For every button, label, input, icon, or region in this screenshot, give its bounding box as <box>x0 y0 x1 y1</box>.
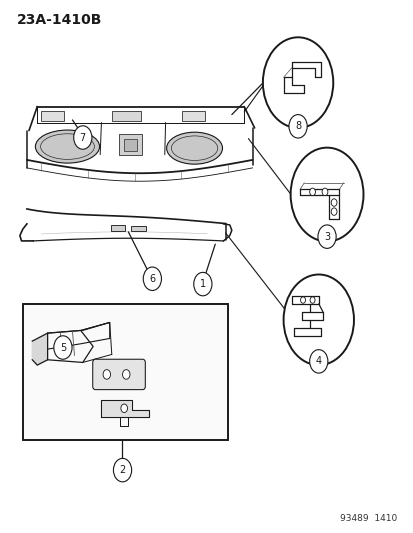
Bar <box>23 304 227 440</box>
Text: 4: 4 <box>315 357 321 366</box>
Circle shape <box>74 126 92 149</box>
Circle shape <box>54 336 72 359</box>
Circle shape <box>143 267 161 290</box>
FancyBboxPatch shape <box>93 359 145 390</box>
Polygon shape <box>101 400 149 417</box>
Polygon shape <box>32 333 47 365</box>
Text: 1: 1 <box>199 279 205 289</box>
Circle shape <box>309 188 315 196</box>
Circle shape <box>283 274 353 365</box>
Bar <box>112 111 140 121</box>
Circle shape <box>300 297 305 303</box>
Circle shape <box>262 37 332 128</box>
Bar <box>123 139 137 151</box>
Ellipse shape <box>166 132 222 164</box>
Text: 23A-1410B: 23A-1410B <box>17 13 102 27</box>
Bar <box>41 111 64 121</box>
Circle shape <box>193 272 211 296</box>
Circle shape <box>122 370 130 379</box>
Circle shape <box>288 115 306 138</box>
Circle shape <box>121 404 127 413</box>
Bar <box>119 134 141 155</box>
Bar <box>110 225 125 231</box>
Circle shape <box>309 350 327 373</box>
Text: 3: 3 <box>323 232 329 241</box>
Bar <box>131 225 146 231</box>
Text: 2: 2 <box>119 465 126 475</box>
Circle shape <box>103 370 110 379</box>
Circle shape <box>113 458 131 482</box>
Text: 6: 6 <box>149 274 155 284</box>
Ellipse shape <box>36 130 100 163</box>
Text: 5: 5 <box>59 343 66 352</box>
Circle shape <box>330 208 336 215</box>
Circle shape <box>317 225 335 248</box>
Circle shape <box>321 188 327 196</box>
Text: 7: 7 <box>79 133 86 142</box>
Circle shape <box>330 199 336 206</box>
Circle shape <box>309 297 314 303</box>
Text: 93489  1410: 93489 1410 <box>339 514 396 523</box>
Circle shape <box>290 148 363 241</box>
Bar <box>182 111 204 121</box>
Text: 8: 8 <box>294 122 300 131</box>
